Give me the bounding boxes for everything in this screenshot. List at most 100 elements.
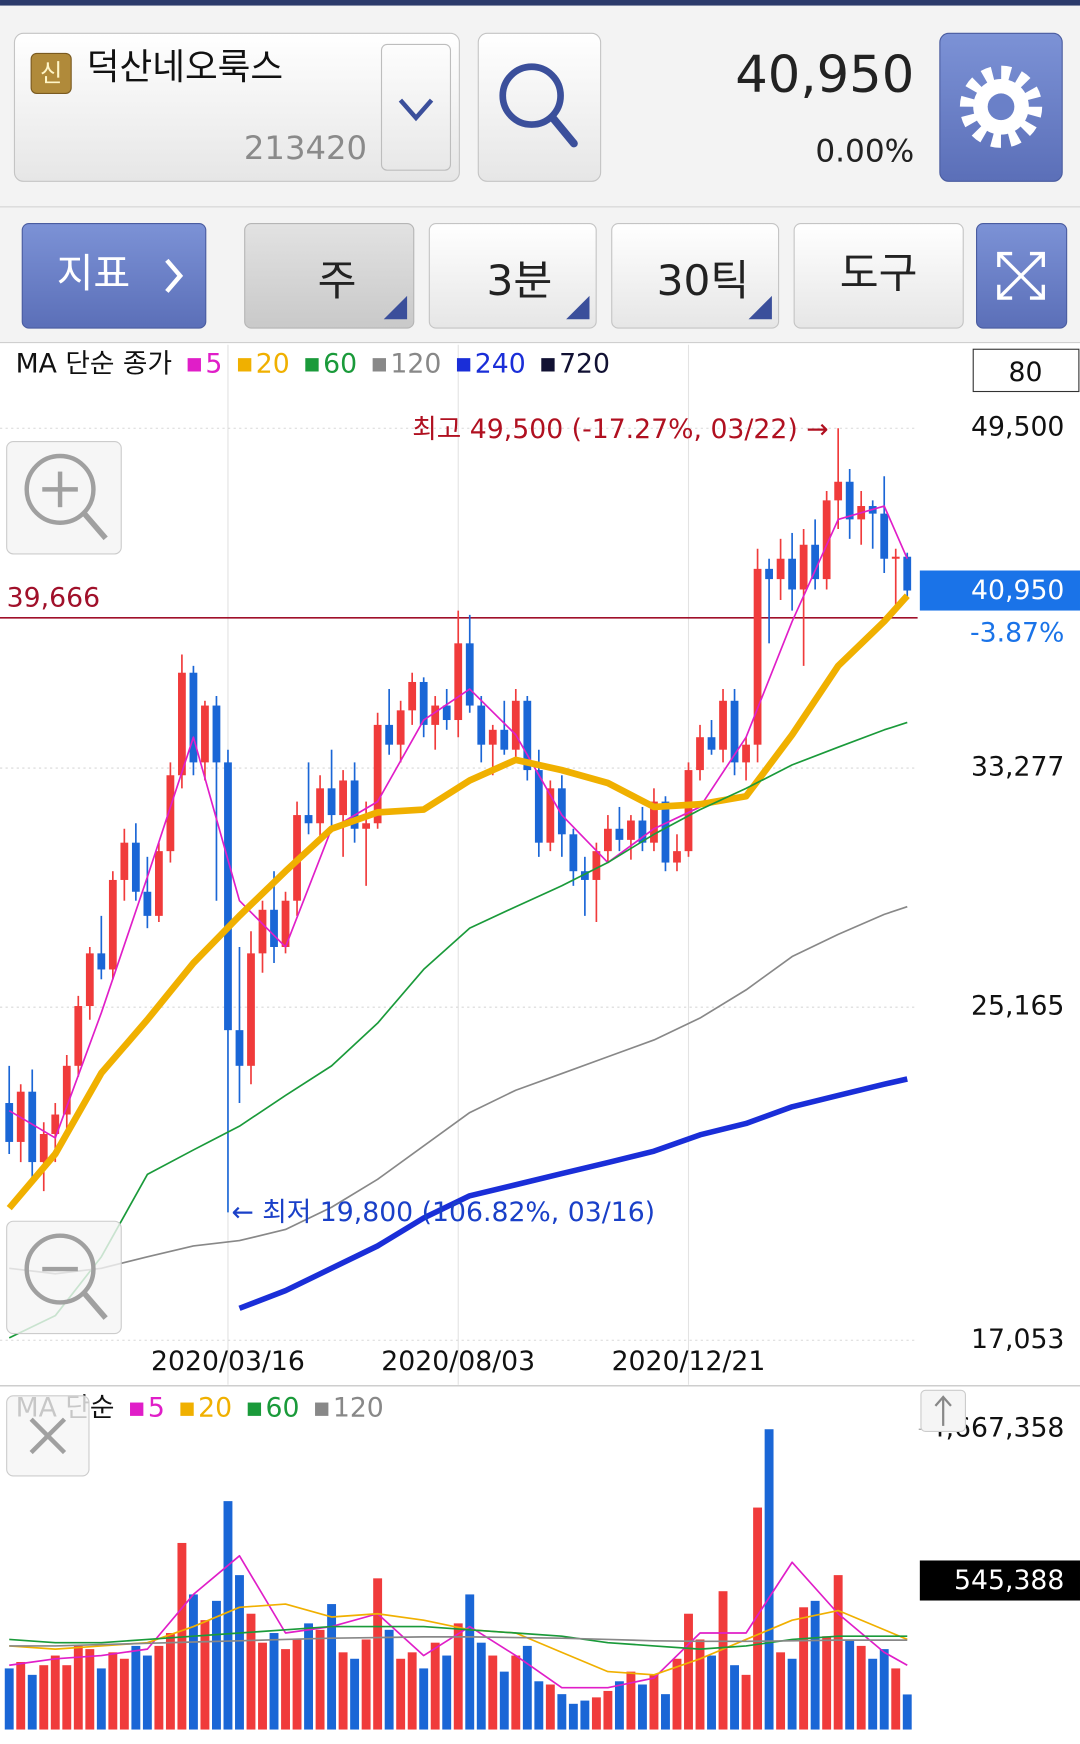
volume-bar [212, 1600, 221, 1730]
volume-bar [154, 1645, 164, 1730]
volume-bar [718, 1591, 728, 1730]
candle-body [696, 737, 704, 771]
volume-bar [373, 1578, 383, 1730]
candle-body [339, 780, 347, 816]
candle-body [719, 700, 727, 750]
volume-bar [545, 1684, 555, 1730]
volume-bar [258, 1642, 267, 1730]
volume-bar [787, 1658, 797, 1730]
value-label-box [919, 1560, 1080, 1601]
up-icon [934, 1395, 952, 1407]
volume-bar [50, 1655, 60, 1730]
legend-label: 60 [266, 1393, 300, 1424]
candle-body [154, 851, 163, 916]
legend-swatch [305, 358, 319, 372]
volume-bar [522, 1645, 532, 1730]
candle-body [431, 705, 440, 725]
volume-bar [637, 1684, 647, 1730]
candle-body [477, 705, 486, 745]
candle-body [201, 705, 209, 763]
volume-bar [730, 1665, 739, 1730]
candle-body [258, 909, 267, 954]
scale-box[interactable] [972, 348, 1080, 393]
volume-bar [580, 1700, 590, 1730]
last-change: -3.87% [970, 617, 1064, 648]
volume-bar [235, 1575, 244, 1730]
volume-bar [430, 1642, 440, 1730]
legend-label: 20 [198, 1393, 232, 1424]
volume-bar [304, 1623, 314, 1730]
volume-bar [315, 1629, 325, 1730]
candle-body [28, 1091, 37, 1163]
volume-bar [695, 1639, 705, 1730]
candle-body [684, 770, 693, 852]
period-label: 주 [318, 256, 357, 305]
volume-bar [361, 1639, 371, 1730]
volume-bar [661, 1694, 670, 1730]
legend-label: 5 [205, 348, 222, 379]
candle-body [166, 775, 175, 852]
tools-button[interactable] [793, 223, 964, 329]
volume-bar [269, 1633, 279, 1730]
legend-swatch [372, 358, 386, 372]
volume-bar [511, 1655, 521, 1730]
dropdown-button[interactable] [380, 43, 452, 171]
candle-body [62, 1065, 71, 1115]
candle-body [822, 500, 831, 580]
tick-label: 30틱 [657, 256, 750, 305]
tick-button[interactable] [611, 223, 780, 329]
candle-body [281, 900, 290, 947]
x-tick-label: 2020/08/03 [381, 1346, 535, 1377]
candle-body [534, 770, 543, 843]
candle-body [638, 820, 647, 843]
zoom-in-icon [24, 453, 96, 525]
stock-badge: 신 [40, 59, 63, 88]
candle-body [304, 815, 313, 824]
volume-bar [465, 1594, 475, 1730]
volume-bar [292, 1639, 302, 1730]
candle-body [845, 481, 854, 520]
indicator-button[interactable] [21, 223, 207, 329]
stock-code: 213420 [244, 129, 367, 167]
candle-body [465, 643, 474, 706]
volume-bar [188, 1594, 198, 1730]
ma-line [9, 1554, 908, 1689]
candle-body [650, 801, 658, 843]
volume-bar [384, 1629, 394, 1730]
volume-bar [891, 1668, 901, 1730]
candle-body [97, 953, 106, 970]
period-button[interactable] [244, 223, 415, 329]
candle-body [385, 724, 394, 745]
volume-bar [442, 1655, 452, 1730]
candle-body [891, 556, 900, 559]
candle-body [903, 556, 912, 591]
stock-selector[interactable] [13, 32, 460, 182]
candle-body [74, 1006, 83, 1066]
legend-label: 240 [475, 348, 526, 379]
candle-body [661, 801, 670, 863]
candle-body [730, 700, 739, 763]
ma-line [9, 905, 908, 1275]
candle-body [85, 953, 94, 1007]
candle-body [546, 788, 555, 843]
candle-body [592, 851, 601, 880]
candle-body [270, 909, 278, 947]
minute-button[interactable] [428, 223, 597, 329]
volume-bar [165, 1633, 175, 1730]
gear-icon [959, 65, 1043, 148]
gear-icon [987, 93, 1015, 121]
candle-body [557, 788, 566, 835]
last-price-label: 40,950 [971, 575, 1064, 606]
candle-body [131, 842, 140, 892]
candle-body [373, 724, 382, 824]
search-button[interactable] [477, 32, 602, 182]
volume-bar [131, 1645, 141, 1730]
volume-bar [73, 1645, 83, 1730]
candle-body [51, 1114, 60, 1135]
ma-line [9, 1636, 908, 1647]
volume-bar [776, 1652, 786, 1730]
candle-body [408, 681, 417, 711]
candle-body [523, 700, 532, 771]
candle-body [742, 744, 750, 763]
badge [30, 52, 72, 94]
